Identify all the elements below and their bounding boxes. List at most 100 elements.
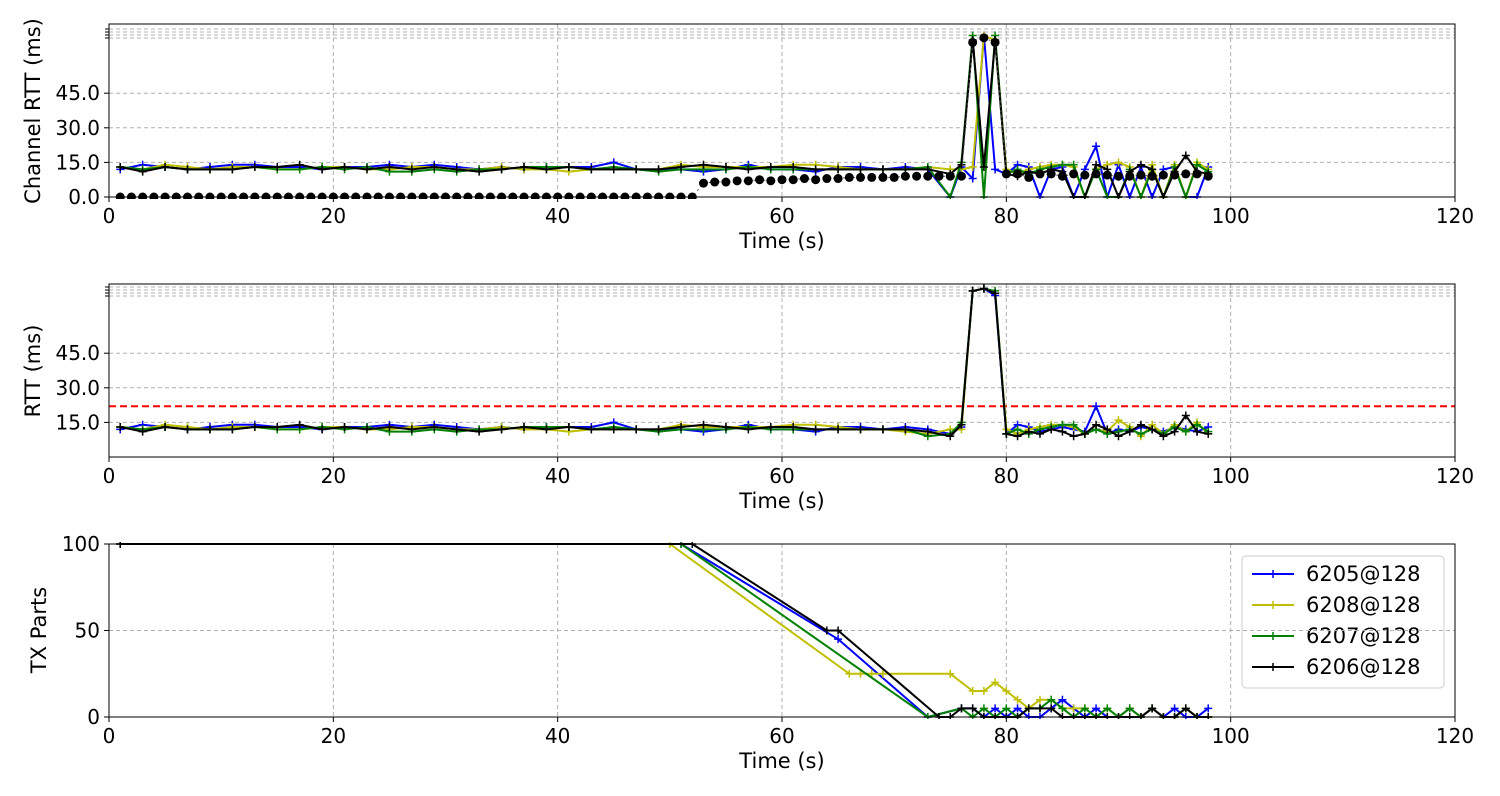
data-point [788, 175, 798, 185]
y-tick-label: 0.0 [68, 185, 100, 209]
data-point [777, 175, 787, 185]
data-point [755, 175, 765, 185]
data-point [979, 163, 988, 172]
data-point [1047, 704, 1056, 713]
data-point [1058, 695, 1067, 704]
data-point [609, 165, 618, 174]
x-tick-label: 0 [103, 204, 116, 228]
x-tick-label: 80 [994, 724, 1019, 748]
data-point [721, 177, 731, 187]
data-point [1080, 170, 1090, 180]
data-point [295, 420, 304, 429]
rtt-panel: RTT (ms) Time (s) 0 20 40 60 80 100 120 15.0 30.… [21, 283, 1474, 513]
data-point [1136, 420, 1145, 429]
axes-frame [108, 23, 1456, 198]
data-point [1013, 704, 1022, 713]
data-point [923, 171, 933, 181]
data-point [407, 165, 416, 174]
data-point [1024, 704, 1033, 713]
y-tick-label: 100 [62, 532, 100, 556]
data-point [744, 425, 753, 434]
data-point [811, 165, 820, 174]
data-point [1204, 704, 1213, 713]
data-point [844, 172, 854, 182]
data-point [979, 284, 988, 293]
data-point [1193, 420, 1202, 429]
legend-marker [1269, 601, 1277, 609]
data-point [609, 425, 618, 434]
data-point [273, 163, 282, 172]
data-point [1002, 704, 1011, 713]
legend-label: 6206@128 [1306, 655, 1421, 679]
y-tick-label: 15.0 [55, 150, 100, 174]
data-point [1092, 420, 1101, 429]
data-point [340, 163, 349, 172]
ticks: 0 20 40 60 80 100 120 0.0 15.0 30.0 45.0 [55, 28, 1474, 228]
data-point [923, 427, 932, 436]
data-point [957, 420, 966, 429]
data-point [834, 626, 843, 635]
data-point [1193, 427, 1202, 436]
data-point [161, 163, 170, 172]
data-point [1147, 171, 1157, 181]
data-point [228, 165, 237, 174]
data-point [743, 176, 753, 186]
data-point [1058, 704, 1067, 713]
data-point [654, 165, 663, 174]
data-point [587, 425, 596, 434]
data-point [710, 177, 720, 187]
data-point [698, 178, 708, 188]
data-point [1092, 160, 1101, 169]
legend-marker [1269, 632, 1277, 640]
x-tick-label: 60 [769, 724, 794, 748]
data-point [1170, 704, 1179, 713]
data-point [385, 163, 394, 172]
x-tick-label: 80 [994, 464, 1019, 488]
legend-marker [1269, 663, 1277, 671]
data-point [1035, 169, 1045, 179]
legend-label: 6205@128 [1306, 562, 1421, 586]
legend-item: 6208@128 [1252, 593, 1421, 617]
data-point [116, 163, 125, 172]
data-point [1181, 169, 1191, 179]
data-point [183, 165, 192, 174]
data-point [867, 669, 876, 678]
data-point [721, 163, 730, 172]
data-point [1125, 427, 1134, 436]
y-tick-label: 15.0 [55, 410, 100, 434]
x-tick-label: 0 [103, 464, 116, 488]
x-tick-label: 40 [545, 464, 570, 488]
x-tick-label: 20 [321, 464, 346, 488]
data-point [362, 425, 371, 434]
data-point [520, 423, 529, 432]
data-point [834, 425, 843, 434]
y-tick-label: 45.0 [55, 81, 100, 105]
data-point [1114, 416, 1123, 425]
panel1-xlabel: Time (s) [738, 229, 824, 253]
data-point [856, 425, 865, 434]
y-tick-label: 30.0 [55, 116, 100, 140]
data-point [1002, 429, 1011, 438]
data-point [520, 163, 529, 172]
axes-frame [108, 283, 1456, 458]
data-point [205, 165, 214, 174]
data-point [1057, 171, 1067, 181]
data-point [699, 420, 708, 429]
x-tick-label: 20 [321, 204, 346, 228]
grid [109, 284, 1455, 457]
series-6206@128 [116, 284, 1213, 441]
data-point [991, 165, 1000, 174]
data-point [721, 423, 730, 432]
data-point [452, 425, 461, 434]
x-tick-label: 0 [103, 724, 116, 748]
x-tick-label: 40 [545, 204, 570, 228]
data-point [1114, 171, 1123, 181]
data-point [1148, 425, 1157, 434]
data-point [1159, 432, 1168, 441]
x-tick-label: 60 [769, 464, 794, 488]
data-point [250, 163, 259, 172]
data-point [1069, 160, 1078, 169]
data-point [1024, 427, 1033, 436]
data-point [867, 172, 877, 182]
data-point [789, 163, 798, 172]
